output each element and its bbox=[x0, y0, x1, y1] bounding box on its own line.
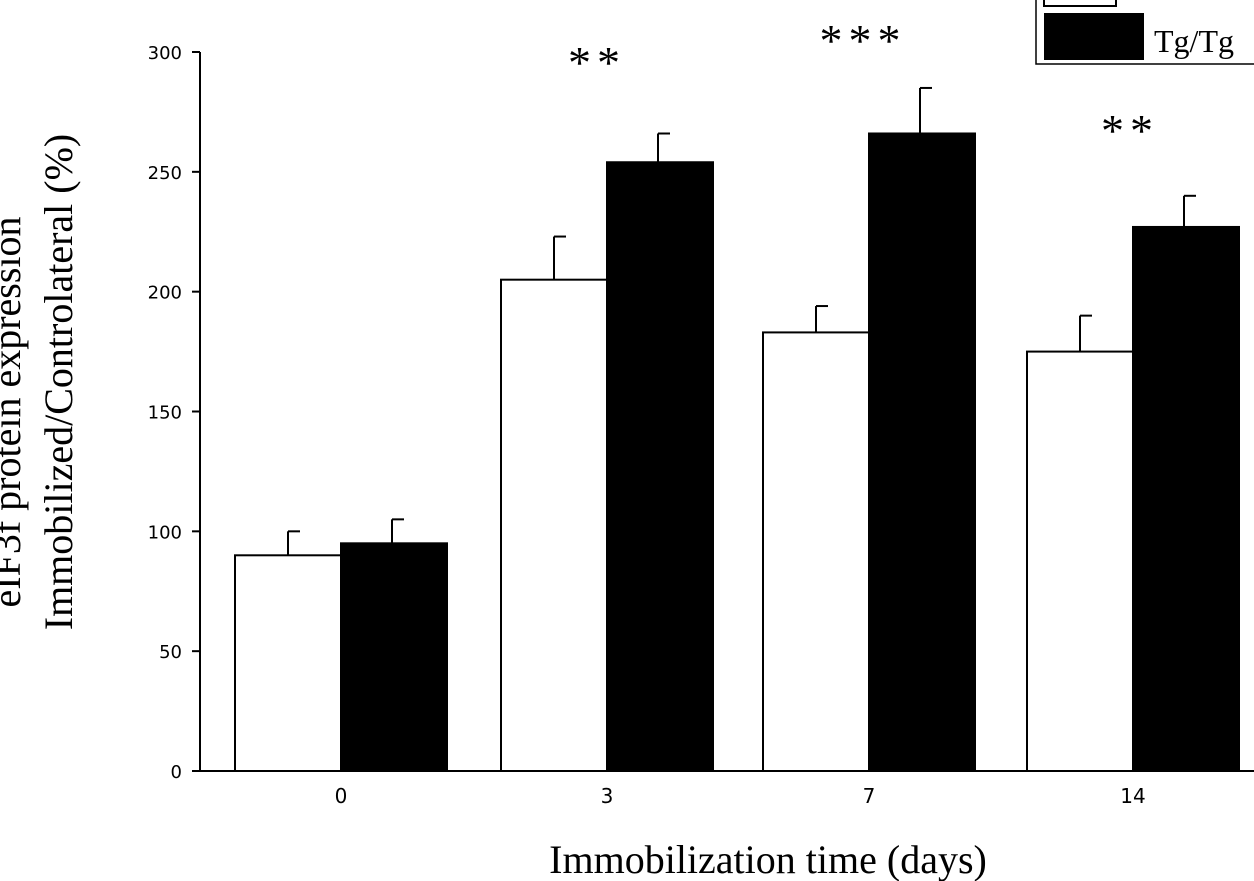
y-tick-label: 0 bbox=[171, 762, 182, 783]
bar-series-2 bbox=[868, 132, 976, 772]
y-tick-label: 150 bbox=[148, 403, 182, 424]
y-axis-label-line1: eIF3f protein expression bbox=[0, 216, 29, 607]
legend-swatch-series-1 bbox=[1043, 0, 1117, 7]
y-tick-label: 100 bbox=[148, 522, 182, 543]
y-tick-label: 250 bbox=[148, 163, 182, 184]
y-tick-label: 300 bbox=[148, 43, 182, 64]
bar-series-1 bbox=[762, 331, 870, 772]
significance-marker: ** bbox=[568, 37, 626, 88]
bar-series-1 bbox=[1026, 350, 1134, 772]
bar-series-1 bbox=[234, 554, 342, 772]
y-tick-label: 50 bbox=[159, 642, 182, 663]
significance-marker: ** bbox=[1101, 105, 1159, 156]
bar-series-2 bbox=[1132, 225, 1240, 772]
x-tick-label: 3 bbox=[601, 784, 614, 808]
significance-marker: *** bbox=[820, 15, 907, 66]
bar-series-2 bbox=[606, 161, 714, 773]
legend: Tg/Tg bbox=[1035, 0, 1254, 65]
y-axis-label-line2: Immobilized/Controlateral (%) bbox=[36, 134, 81, 631]
x-axis-label: Immobilization time (days) bbox=[549, 837, 987, 881]
bar-series-2 bbox=[340, 542, 448, 772]
x-tick-label: 0 bbox=[335, 784, 348, 808]
significance-markers: ** ***** bbox=[568, 15, 1159, 156]
bars bbox=[234, 86, 1240, 773]
legend-swatch-series-2 bbox=[1044, 13, 1144, 60]
y-axis: 0 50 100 150 200 250 300 bbox=[148, 43, 201, 783]
x-tick-label: 7 bbox=[863, 784, 876, 808]
x-tick-label: 14 bbox=[1120, 784, 1145, 808]
legend-label-series-2: Tg/Tg bbox=[1154, 23, 1234, 59]
bar-series-1 bbox=[500, 278, 608, 772]
y-tick-label: 200 bbox=[148, 283, 182, 304]
x-axis: 0 3 7 14 bbox=[200, 770, 1254, 808]
